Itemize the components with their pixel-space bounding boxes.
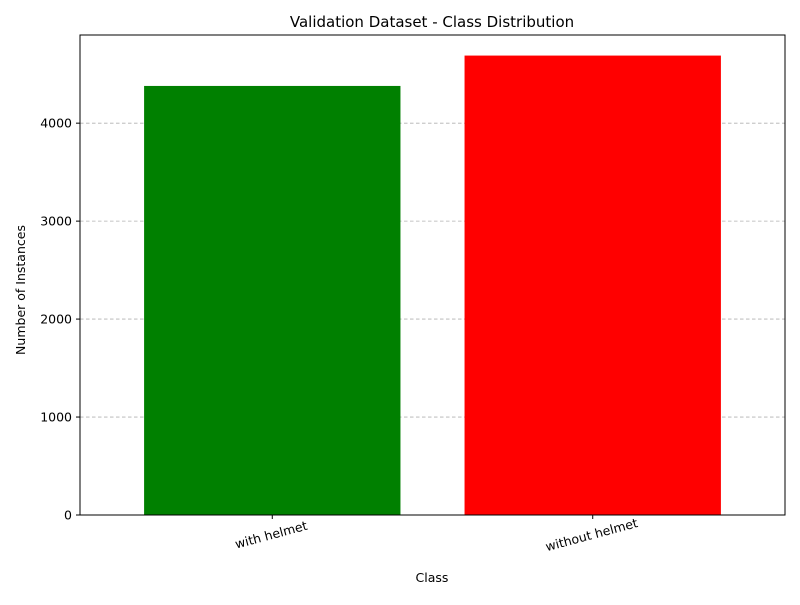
y-tick-label-1000: 1000 [40, 410, 72, 425]
y-axis-ticks: 0 1000 2000 3000 4000 [40, 116, 80, 523]
y-axis-label: Number of Instances [13, 225, 28, 355]
bars [144, 55, 721, 515]
y-tick-label-2000: 2000 [40, 312, 72, 327]
x-axis-ticks: with helmet without helmet [233, 515, 639, 554]
bar-without-helmet [464, 55, 721, 515]
bar-with-helmet [144, 85, 401, 515]
chart-title: Validation Dataset - Class Distribution [290, 13, 574, 31]
x-tick-label-with-helmet: with helmet [233, 518, 309, 552]
y-tick-label-3000: 3000 [40, 214, 72, 229]
x-axis-label: Class [416, 570, 449, 585]
x-tick-label-without-helmet: without helmet [544, 515, 640, 554]
y-tick-label-4000: 4000 [40, 116, 72, 131]
y-tick-label-0: 0 [64, 508, 72, 523]
plot-area-frame [79, 34, 786, 516]
